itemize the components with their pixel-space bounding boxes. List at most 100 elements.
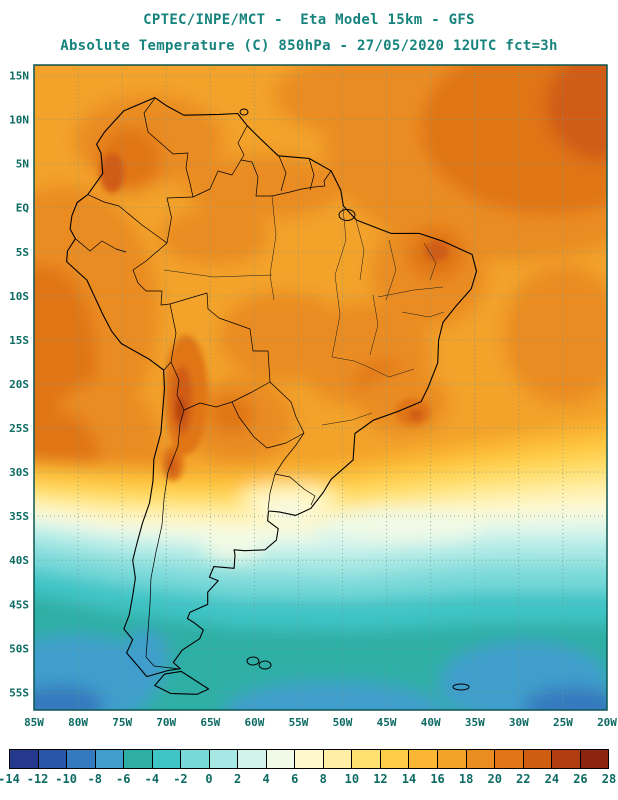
header: CPTEC/INPE/MCT - Eta Model 15km - GFS Ab…	[0, 0, 618, 59]
temp-region	[167, 455, 177, 475]
temp-region	[184, 155, 344, 219]
map-svg: 85W 80W 75W 70W 65W 60W 55W 50W 45W 40W 35W 30W 25W 2…	[9, 64, 617, 729]
boundary-line	[231, 401, 305, 449]
colorbar-cells	[9, 749, 609, 769]
lat-tick-label: 35S	[9, 510, 29, 523]
colorbar-tick-label: 14	[401, 772, 417, 786]
boundary-line	[377, 286, 444, 298]
boundary-line	[166, 197, 172, 244]
colorbar-cell	[437, 750, 467, 768]
lon-tick-label: 35W	[465, 716, 485, 729]
colorbar-cell	[38, 750, 68, 768]
temp-region	[204, 536, 264, 560]
boundary-line	[170, 361, 185, 411]
boundary-line	[87, 194, 120, 207]
lon-tick-label: 20W	[597, 716, 617, 729]
boundary-line	[267, 473, 276, 511]
colorbar-cell	[95, 750, 125, 768]
colorbar-tick-label: -4	[144, 772, 160, 786]
temperature-field	[34, 65, 607, 710]
south-georgia-island	[452, 683, 470, 691]
colorbar-tick-label: 4	[262, 772, 270, 786]
boundary-line	[321, 412, 373, 426]
title-line-1: CPTEC/INPE/MCT - Eta Model 15km - GFS	[143, 12, 475, 28]
colorbar-tick-label: 12	[373, 772, 388, 786]
lat-tick-label: 10S	[9, 290, 29, 303]
temp-region	[210, 397, 254, 433]
colorbar: -14 -12 -10 -8 -6 -4 -2 0 2 4 6 8 10 12 14 16 18 20 22 24 26…	[0, 749, 616, 790]
colorbar-cell	[295, 750, 324, 768]
boundary-line	[423, 242, 437, 281]
temp-region	[504, 265, 607, 405]
boundary-line	[369, 294, 379, 356]
colorbar-cell	[209, 750, 239, 768]
lon-tick-label: 80W	[68, 716, 88, 729]
colorbar-cell	[580, 750, 609, 768]
colorbar-tick-label: 18	[458, 772, 474, 786]
boundary-line	[274, 473, 316, 506]
lat-tick-label: 15S	[9, 334, 29, 347]
colorbar-tick-label: -14	[0, 772, 20, 786]
boundary-line	[237, 125, 248, 161]
colorbar-tick-label: 26	[573, 772, 588, 786]
boundary-line	[132, 242, 171, 306]
colorbar-tick-label: 22	[516, 772, 531, 786]
boundary-line	[401, 311, 445, 318]
colorbar-cell	[495, 750, 524, 768]
colorbar-cell	[181, 750, 210, 768]
temp-region	[266, 504, 306, 520]
lat-tick-label: 20S	[9, 378, 29, 391]
boundary-line	[385, 239, 397, 301]
temp-region	[439, 641, 607, 710]
lon-tick-label: 65W	[200, 716, 220, 729]
boundary-line	[169, 292, 271, 383]
temp-region	[409, 409, 423, 421]
trinidad-island	[239, 108, 249, 116]
lon-tick-label: 60W	[244, 716, 264, 729]
colorbar-cell	[238, 750, 267, 768]
lat-tick-label: EQ	[16, 202, 30, 215]
lat-tick-label: 5S	[16, 246, 29, 259]
boundary-line	[323, 170, 332, 187]
lon-tick-label: 25W	[553, 716, 573, 729]
colorbar-cell	[152, 750, 182, 768]
temp-region	[34, 685, 104, 710]
boundary-line	[163, 361, 172, 371]
boundary-line	[308, 158, 315, 191]
lat-tick-label: 5N	[16, 158, 29, 171]
coastlines-and-borders	[66, 97, 478, 695]
colorbar-cell	[523, 750, 553, 768]
boundary-line	[231, 381, 271, 403]
lat-tick-label: 15N	[9, 70, 29, 83]
axis-labels: 85W 80W 75W 70W 65W 60W 55W 50W 45W 40W 35W 30W 25W 2…	[9, 70, 617, 729]
lon-tick-label: 55W	[289, 716, 309, 729]
colorbar-tick-label: -12	[26, 772, 49, 786]
colorbar-cell	[266, 750, 296, 768]
colorbar-tick-label: -6	[116, 772, 131, 786]
temp-region	[224, 681, 444, 710]
temp-region	[319, 509, 489, 541]
boundary-line	[363, 364, 415, 378]
boundary-line	[143, 98, 194, 198]
boundary-line	[163, 269, 273, 278]
colorbar-tick-label: 10	[344, 772, 360, 786]
colorbar-tick-label: 20	[487, 772, 502, 786]
lat-tick-label: 10N	[9, 114, 29, 127]
lat-tick-label: 55S	[9, 686, 29, 699]
temp-region	[159, 209, 269, 265]
temp-region	[219, 292, 349, 382]
colorbar-cell	[380, 750, 410, 768]
colorbar-cell	[124, 750, 153, 768]
tierra-del-fuego-coastline	[154, 670, 210, 695]
boundary-line	[118, 205, 168, 244]
colorbar-tick-label: -10	[55, 772, 77, 786]
colorbar-cell	[10, 750, 39, 768]
colorbar-cell	[409, 750, 438, 768]
south-america-coastline	[66, 97, 478, 678]
lat-tick-label: 50S	[9, 642, 29, 655]
lon-tick-label: 70W	[156, 716, 176, 729]
marajo-island	[338, 209, 356, 221]
lat-tick-label: 30S	[9, 466, 29, 479]
temp-region	[100, 153, 124, 193]
